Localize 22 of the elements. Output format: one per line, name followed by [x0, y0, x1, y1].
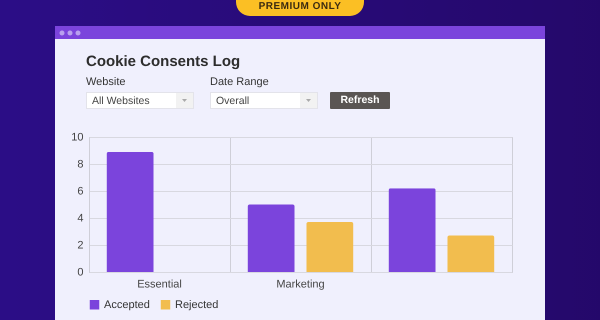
y-tick-label: 0 — [77, 266, 84, 278]
text: Date Range — [210, 76, 269, 88]
y-tick-label: 2 — [77, 240, 84, 252]
legend-label: Accepted — [104, 298, 150, 311]
y-tick-label: 4 — [77, 212, 84, 224]
y-tick-label: 6 — [77, 186, 84, 198]
x-tick-label: Marketing — [276, 278, 325, 290]
text: PREMIUM ONLY — [258, 1, 342, 12]
y-tick-label: 10 — [71, 132, 84, 144]
x-tick-label: Essential — [137, 278, 182, 290]
text: All Websites — [92, 95, 150, 107]
bar — [447, 236, 494, 272]
legend-label: Rejected — [175, 298, 218, 311]
text: Website — [86, 76, 126, 88]
text: Refresh — [340, 94, 380, 106]
bar — [306, 222, 354, 272]
bar — [106, 152, 154, 272]
chart-title: Cookie Consents Log — [86, 53, 240, 70]
y-tick-label: 8 — [77, 158, 84, 170]
bar — [248, 204, 295, 272]
bar — [388, 188, 436, 272]
text: Overall — [216, 95, 250, 107]
